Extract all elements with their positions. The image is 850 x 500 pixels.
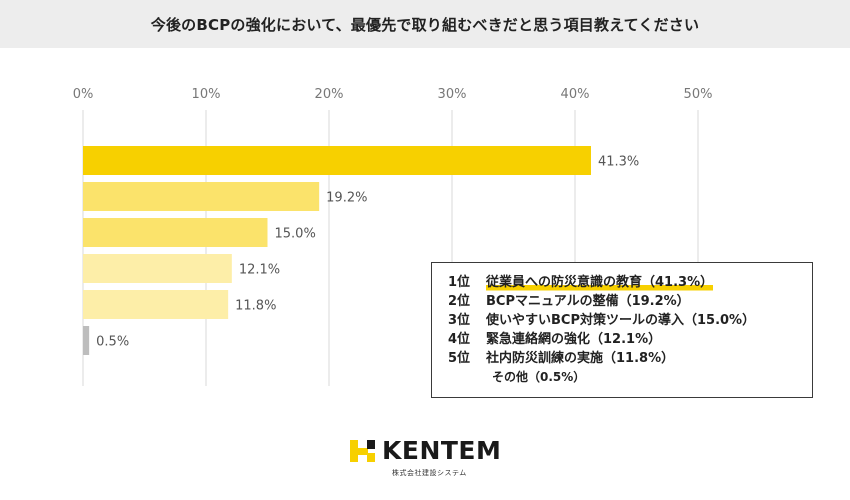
bars xyxy=(83,146,591,355)
value-labels: 41.3% 19.2% 15.0% 12.1% 11.8% 0.5% xyxy=(96,155,639,350)
legend-row-5: 5位 社内防災訓練の実施（11.8%） xyxy=(448,349,812,368)
legend-item: 従業員への防災意識の教育（41.3%） xyxy=(486,273,714,292)
bar xyxy=(83,254,232,283)
legend-row-1: 1位 従業員への防災意識の教育（41.3%） xyxy=(448,273,812,292)
legend-item: 緊急連絡網の強化（12.1%） xyxy=(486,332,662,347)
bar-value-label: 12.1% xyxy=(239,263,280,278)
ranking-legend: 1位 従業員への防災意識の教育（41.3%） 2位 BCPマニュアルの整備（19… xyxy=(431,262,813,398)
legend-rank: 3位 xyxy=(448,313,471,328)
bar-value-label: 15.0% xyxy=(275,227,316,242)
legend-rank: 4位 xyxy=(448,332,471,347)
legend-rank: 1位 xyxy=(448,275,471,290)
legend-rank: 5位 xyxy=(448,351,471,366)
x-tick-label: 50% xyxy=(684,87,713,102)
kentem-logo: KENTEM 株式会社建設システム xyxy=(350,436,502,482)
legend-row-other: その他（0.5%） xyxy=(448,368,812,387)
bar xyxy=(83,218,268,247)
legend-item: 使いやすいBCP対策ツールの導入（15.0%） xyxy=(486,313,756,328)
chart-title-bar: 今後のBCPの強化において、最優先で取り組むべきだと思う項目教えてください xyxy=(0,0,850,48)
x-tick-label: 0% xyxy=(73,87,94,102)
bar xyxy=(83,182,320,211)
kentem-logo-mark-icon xyxy=(350,440,375,462)
logo-subtitle: 株式会社建設システム xyxy=(392,469,467,477)
bar-value-label: 41.3% xyxy=(598,155,639,170)
x-tick-label: 10% xyxy=(192,87,221,102)
bar-value-label: 0.5% xyxy=(96,335,129,350)
bar-chart: 0% 10% 20% 30% 40% 50% 41.3% 19.2% 15.0% 12.1% 11… xyxy=(73,87,713,386)
x-axis-ticks: 0% 10% 20% 30% 40% 50% xyxy=(73,87,713,102)
bar xyxy=(83,326,90,355)
legend-rank: 2位 xyxy=(448,294,471,309)
x-tick-label: 40% xyxy=(561,87,590,102)
legend-row-3: 3位 使いやすいBCP対策ツールの導入（15.0%） xyxy=(448,311,812,330)
legend-item: その他（0.5%） xyxy=(492,370,586,384)
bar xyxy=(83,290,229,319)
bar-value-label: 11.8% xyxy=(235,299,276,314)
logo-wordmark: KENTEM xyxy=(382,436,502,465)
x-tick-label: 20% xyxy=(315,87,344,102)
x-tick-label: 30% xyxy=(438,87,467,102)
legend-item: BCPマニュアルの整備（19.2%） xyxy=(486,294,690,309)
bar xyxy=(83,146,591,175)
legend-row-4: 4位 緊急連絡網の強化（12.1%） xyxy=(448,330,812,349)
legend-item: 社内防災訓練の実施（11.8%） xyxy=(486,351,675,366)
chart-title: 今後のBCPの強化において、最優先で取り組むべきだと思う項目教えてください xyxy=(150,15,700,34)
legend-row-2: 2位 BCPマニュアルの整備（19.2%） xyxy=(448,292,812,311)
bar-value-label: 19.2% xyxy=(326,191,367,206)
